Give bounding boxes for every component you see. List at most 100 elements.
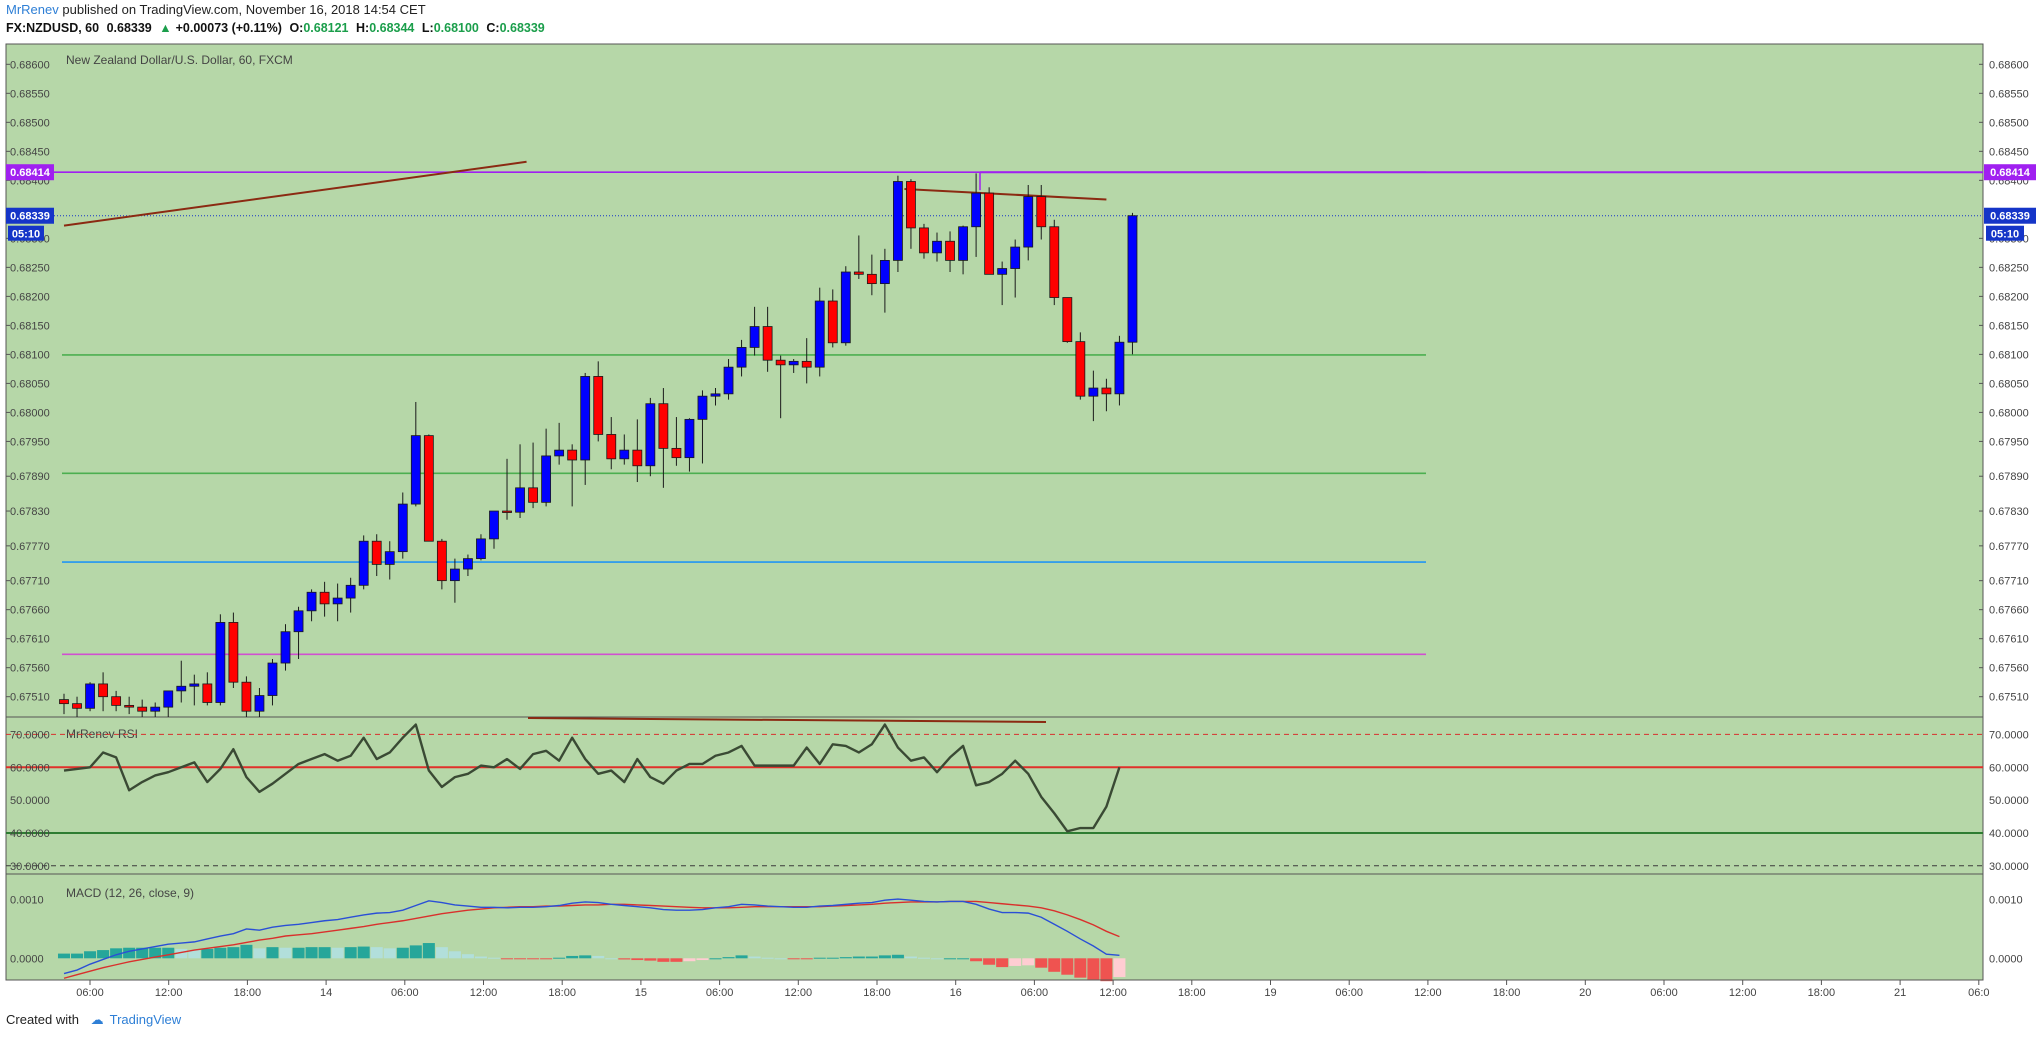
bear-candle	[98, 683, 108, 698]
macd-histogram-bar	[1087, 958, 1100, 980]
macd-histogram-bar	[657, 958, 670, 962]
bull-candle	[710, 393, 721, 397]
rsi-tick-label: 70.0000	[1989, 729, 2029, 741]
y-tick-label: 0.67950	[10, 436, 50, 448]
bear-candle	[775, 359, 786, 366]
bear-candle	[371, 540, 382, 565]
bull-candle	[345, 584, 356, 599]
macd-histogram-bar	[1009, 958, 1022, 966]
y-tick-label: 0.67830	[10, 506, 50, 518]
tradingview-link[interactable]: TradingView	[109, 1012, 182, 1027]
macd-histogram-bar	[800, 958, 813, 960]
bear-candle	[1036, 196, 1047, 228]
low-label: L:	[421, 21, 434, 35]
macd-histogram-bar	[227, 947, 240, 959]
time-tick-label: 12:00	[1099, 987, 1127, 999]
bear-candle	[801, 360, 812, 368]
macd-histogram-bar	[683, 958, 696, 962]
time-tick-label: 15	[635, 987, 647, 999]
macd-histogram-bar	[318, 947, 331, 959]
countdown-label: 05:10	[1991, 229, 2019, 241]
rsi-tick-label: 40.0000	[10, 828, 50, 840]
bear-candle	[202, 683, 213, 703]
y-tick-label: 0.68250	[1989, 262, 2029, 274]
rsi-tick-label: 30.0000	[10, 861, 50, 873]
time-tick-label: 06:00	[391, 987, 419, 999]
current-price: 0.68339	[106, 21, 152, 35]
macd-histogram-bar	[631, 958, 644, 961]
bull-candle	[580, 376, 591, 461]
y-tick-label: 0.67510	[1989, 692, 2029, 704]
bull-candle	[840, 271, 851, 344]
macd-histogram-bar	[331, 947, 344, 959]
time-tick-label: 12:00	[155, 987, 183, 999]
macd-histogram-bar	[670, 958, 683, 962]
y-tick-label: 0.68200	[1989, 291, 2029, 303]
y-tick-label: 0.68500	[1989, 117, 2029, 129]
macd-histogram-bar	[930, 958, 944, 960]
bull-candle	[176, 685, 187, 692]
macd-histogram-bar	[748, 956, 761, 959]
bear-candle	[528, 487, 538, 503]
up-arrow-icon: ▲	[159, 21, 172, 35]
y-tick-label: 0.68000	[10, 407, 50, 419]
bull-candle	[788, 360, 799, 366]
y-tick-label: 0.68200	[10, 291, 50, 303]
macd-histogram-bar	[735, 955, 748, 959]
bull-candle	[384, 551, 395, 565]
bull-candle	[1010, 246, 1021, 269]
time-tick-label: 20	[1579, 987, 1591, 999]
bull-candle	[489, 510, 499, 540]
price-badge-right	[1984, 207, 2036, 224]
bull-candle	[619, 449, 630, 460]
macd-histogram-bar	[71, 953, 84, 959]
bull-candle	[358, 540, 369, 586]
time-tick-label: 12:00	[1729, 987, 1757, 999]
trendline	[904, 188, 1107, 201]
macd-histogram-bar	[344, 947, 357, 959]
time-tick-label: 12:00	[785, 987, 813, 999]
macd-histogram-bar	[110, 948, 123, 959]
time-tick-label: 06:00	[1650, 987, 1678, 999]
trendline	[63, 160, 527, 227]
y-tick-label: 0.67610	[1989, 634, 2029, 646]
macd-histogram-bar	[214, 947, 227, 959]
bear-candle	[671, 447, 682, 459]
time-tick-label: 06:00	[1021, 987, 1049, 999]
macd-histogram-bar	[566, 955, 579, 959]
bull-candle	[306, 591, 317, 612]
bull-candle	[932, 240, 942, 254]
rsi-tick-label: 60.0000	[1989, 762, 2029, 774]
time-tick-label: 19	[1264, 987, 1276, 999]
time-tick-label: 18:00	[234, 987, 262, 999]
high-label: H:	[356, 21, 370, 35]
y-tick-label: 0.68100	[1989, 349, 2029, 361]
macd-histogram-bar	[305, 947, 318, 959]
macd-histogram-bar	[996, 958, 1009, 968]
bear-candle	[1049, 226, 1060, 298]
macd-histogram-bar	[917, 957, 930, 959]
macd-histogram-bar	[1074, 958, 1087, 978]
close-value: 0.68339	[499, 21, 545, 35]
macd-histogram-bar	[1061, 958, 1074, 975]
y-tick-label: 0.68150	[1989, 320, 2029, 332]
y-tick-label: 0.67560	[10, 663, 50, 675]
countdown-badge-left	[8, 225, 44, 241]
chart-background	[6, 44, 1983, 980]
bull-candle	[684, 418, 695, 459]
macd-histogram-bar	[878, 955, 891, 959]
countdown-badge-right	[1986, 225, 2024, 241]
macd-histogram-bar	[279, 947, 292, 959]
close-label: C:	[486, 21, 500, 35]
y-tick-label: 0.68100	[10, 349, 50, 361]
time-tick-label: 06:0	[1968, 987, 1989, 999]
macd-histogram-bar	[396, 947, 409, 959]
author-link[interactable]: MrRenev	[6, 2, 59, 17]
countdown-label: 05:10	[12, 229, 40, 241]
chart-panes: 0.68600 0.68600 0.68550 0.68550 0.68500 0.685…	[5, 43, 2036, 999]
rsi-tick-label: 50.0000	[10, 795, 50, 807]
macd-histogram-bar	[696, 958, 709, 961]
y-tick-label: 0.68550	[1989, 88, 2029, 100]
macd-histogram-bar	[253, 948, 266, 959]
